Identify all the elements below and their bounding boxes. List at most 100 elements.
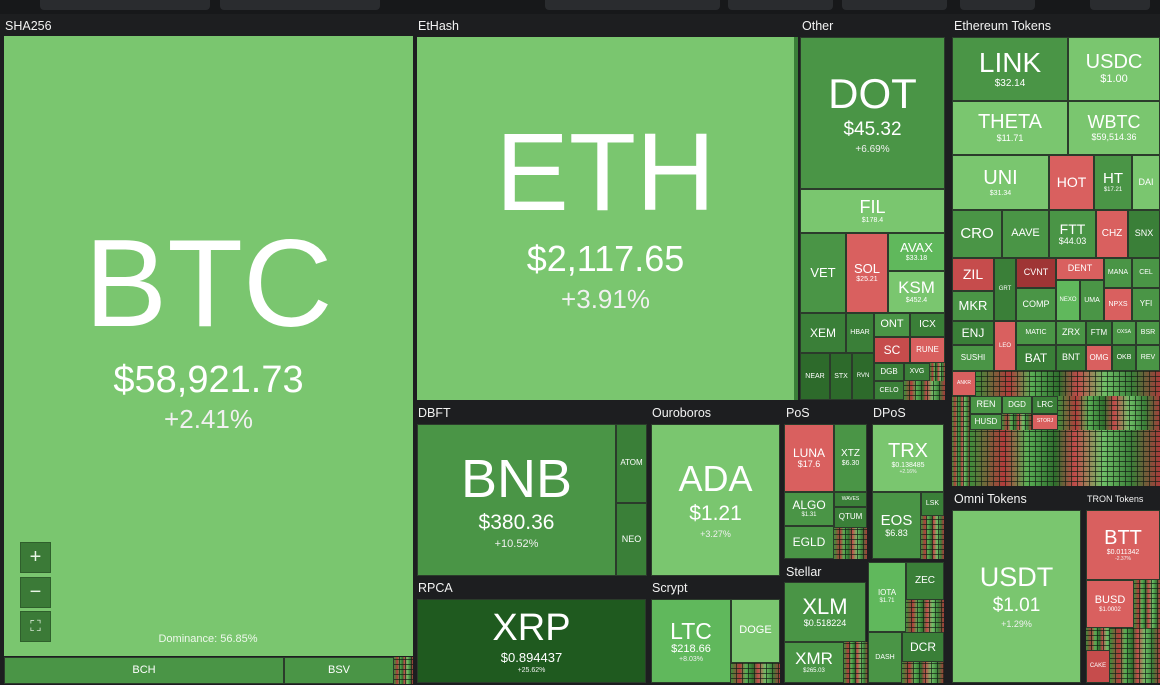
tile-usdt[interactable]: USDT $1.01 +1.29% [952,510,1081,683]
tile-leo[interactable]: LEO [994,321,1016,371]
tile-cel[interactable]: CEL [1132,258,1160,288]
tile-mkr[interactable]: MKR [952,291,994,321]
tile-cro[interactable]: CRO [952,210,1002,258]
tile-zrx[interactable]: ZRX [1056,321,1086,345]
tile-rvn[interactable]: RVN [852,353,874,400]
tile-btt[interactable]: BTT $0.011342 -2.37% [1086,510,1160,580]
tile-sc[interactable]: SC [874,337,910,363]
tile-comp[interactable]: COMP [1016,288,1056,321]
tile-lrc[interactable]: LRC [1032,396,1058,414]
tile-chz[interactable]: CHZ [1096,210,1128,258]
tile-dgb[interactable]: DGB [874,363,904,381]
tile-xmr[interactable]: XMR $265.03 [784,642,844,683]
tile-ont[interactable]: ONT [874,313,910,337]
tile-bsv[interactable]: BSV [284,657,394,684]
tile-trx[interactable]: TRX $0.138485 +2.16% [872,424,944,492]
tile-omg[interactable]: OMG [1086,345,1112,371]
tile-yfi[interactable]: YFI [1132,288,1160,321]
tile-aave[interactable]: AAVE [1002,210,1049,258]
tile-okb[interactable]: OKB [1112,345,1136,371]
tile-sol[interactable]: SOL $25.21 [846,233,888,313]
tile-dash[interactable]: DASH [868,632,902,683]
tile-oxsa[interactable]: OXSA [1112,321,1136,345]
toolbar-dropdown-7[interactable] [1090,0,1150,10]
tile-hot[interactable]: HOT [1049,155,1094,210]
tile-wbtc[interactable]: WBTC $59,514.36 [1068,101,1160,155]
tile-celo[interactable]: CELO [874,381,904,400]
tile-matic[interactable]: MATIC [1016,321,1056,345]
tile-cake[interactable]: CAKE [1086,650,1110,683]
tile-dot[interactable]: DOT $45.32 +6.69% [800,37,945,189]
tile-xvg[interactable]: XVG [904,363,930,381]
tile-dai[interactable]: DAI [1132,155,1160,210]
toolbar-dropdown-4[interactable] [728,0,833,10]
fullscreen-icon[interactable]: ⛶ [20,611,51,642]
tile-mana[interactable]: MANA [1104,258,1132,288]
tile-xtz[interactable]: XTZ $6.30 [834,424,867,492]
tile-eth[interactable]: ETH $2,117.65 +3.91% [417,37,794,400]
tile-nexo[interactable]: NEXO [1056,280,1080,321]
tile-storj[interactable]: STORJ [1032,414,1058,430]
tile-ht[interactable]: HT $17.21 [1094,155,1132,210]
tile-algo[interactable]: ALGO $1.31 [784,492,834,526]
tile-uni[interactable]: UNI $31.34 [952,155,1049,210]
tile-ada[interactable]: ADA $1.21 +3.27% [651,424,780,576]
tile-link[interactable]: LINK $32.14 [952,37,1068,101]
tile-xrp[interactable]: XRP $0.894437 +25.62% [417,599,646,683]
tile-rev[interactable]: REV [1136,345,1160,371]
tile-husd[interactable]: HUSD [970,414,1002,430]
tile-zec[interactable]: ZEC [906,562,944,600]
tile-ksm[interactable]: KSM $452.4 [888,271,945,313]
tile-bat[interactable]: BAT [1016,345,1056,371]
tile-sushi[interactable]: SUSHI [952,345,994,371]
tile-rune[interactable]: RUNE [910,337,945,363]
tile-enj[interactable]: ENJ [952,321,994,345]
tile-dent[interactable]: DENT [1056,258,1104,280]
tile-theta[interactable]: THETA $11.71 [952,101,1068,155]
tile-usdc[interactable]: USDC $1.00 [1068,37,1160,101]
toolbar-dropdown-3[interactable] [545,0,720,10]
tile-xlm[interactable]: XLM $0.518224 [784,582,866,642]
toolbar-dropdown-1[interactable] [40,0,210,10]
tile-uma[interactable]: UMA [1080,280,1104,321]
tile-atom[interactable]: ATOM [616,424,647,503]
tile-xem[interactable]: XEM [800,313,846,353]
tile-dcr[interactable]: DCR [902,632,944,662]
tile-ltc[interactable]: LTC $218.66 +8.03% [651,599,731,683]
tile-dgd[interactable]: DGD [1002,396,1032,414]
tile-bnt[interactable]: BNT [1056,345,1086,371]
tile-ankr[interactable]: ANKR [952,371,976,396]
tile-luna[interactable]: LUNA $17.6 [784,424,834,492]
tile-doge[interactable]: DOGE [731,599,780,663]
tile-cvnt[interactable]: CVNT [1016,258,1056,288]
tile-bsr[interactable]: BSR [1136,321,1160,345]
tile-egld[interactable]: EGLD [784,526,834,559]
toolbar-dropdown-5[interactable] [842,0,947,10]
tile-neo[interactable]: NEO [616,503,647,576]
tile-snx[interactable]: SNX [1128,210,1160,258]
tile-fil[interactable]: FIL $178.4 [800,189,945,233]
tile-hbar[interactable]: HBAR [846,313,874,353]
tile-iota[interactable]: IOTA $1.71 [868,562,906,632]
toolbar-dropdown-6[interactable] [960,0,1035,10]
tile-ren[interactable]: REN [970,396,1002,414]
tile-zil[interactable]: ZIL [952,258,994,291]
tile-npxs[interactable]: NPXS [1104,288,1132,321]
tile-bch[interactable]: BCH [4,657,284,684]
tile-near[interactable]: NEAR [800,353,830,400]
tile-stx[interactable]: STX [830,353,852,400]
tile-avax[interactable]: AVAX $33.18 [888,233,945,271]
tile-waves[interactable]: WAVES [834,492,867,507]
tile-vet[interactable]: VET [800,233,846,313]
tile-ftm[interactable]: FTM [1086,321,1112,345]
toolbar-dropdown-2[interactable] [220,0,380,10]
tile-bnb[interactable]: BNB $380.36 +10.52% [417,424,616,576]
tile-eos[interactable]: EOS $6.83 [872,492,921,559]
tile-ftt[interactable]: FTT $44.03 [1049,210,1096,258]
tile-grt[interactable]: GRT [994,258,1016,321]
tile-lsk[interactable]: LSK [921,492,944,516]
tile-btc[interactable]: BTC $58,921.73 +2.41% [4,36,413,656]
zoom-in-button[interactable]: + [20,542,51,573]
tile-qtum[interactable]: QTUM [834,507,867,528]
tile-busd[interactable]: BUSD $1.0002 [1086,580,1134,628]
